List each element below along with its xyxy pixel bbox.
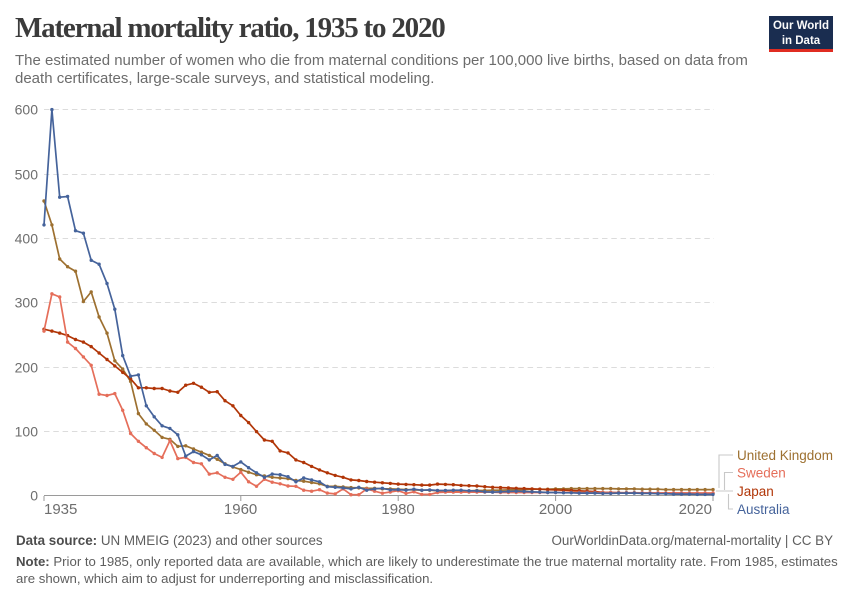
- svg-text:2020: 2020: [679, 501, 712, 518]
- svg-text:200: 200: [15, 359, 39, 375]
- svg-text:United Kingdom: United Kingdom: [737, 448, 833, 463]
- svg-text:1980: 1980: [381, 501, 414, 518]
- svg-text:Japan: Japan: [737, 484, 774, 499]
- svg-text:Australia: Australia: [737, 502, 790, 517]
- svg-text:500: 500: [15, 166, 39, 182]
- svg-text:2000: 2000: [539, 501, 572, 518]
- svg-text:300: 300: [15, 294, 39, 310]
- svg-text:1935: 1935: [44, 501, 77, 518]
- svg-text:600: 600: [15, 101, 39, 117]
- svg-text:1960: 1960: [224, 501, 257, 518]
- svg-text:0: 0: [30, 488, 38, 504]
- svg-text:Sweden: Sweden: [737, 465, 786, 480]
- svg-text:100: 100: [15, 423, 39, 439]
- svg-text:400: 400: [15, 230, 39, 246]
